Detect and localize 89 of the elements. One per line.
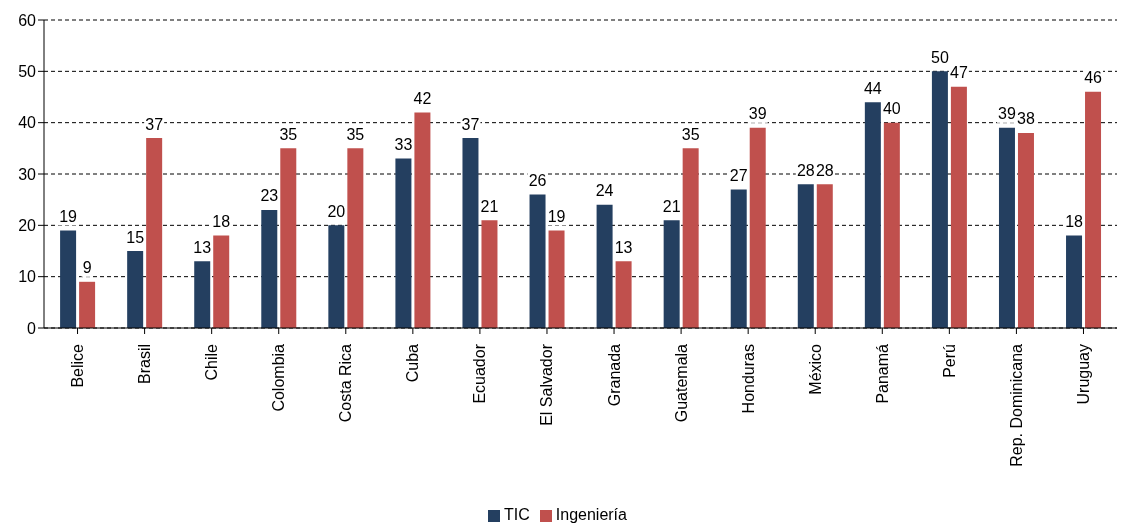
bar xyxy=(213,235,230,328)
bar xyxy=(146,138,163,328)
bar xyxy=(615,261,632,328)
data-label: 37 xyxy=(145,115,164,133)
bar xyxy=(931,71,948,328)
x-tick-label: Cuba xyxy=(404,343,422,383)
bar xyxy=(1085,91,1102,328)
data-label: 19 xyxy=(59,207,78,225)
bar xyxy=(864,102,881,328)
bar xyxy=(548,230,565,328)
data-label: 47 xyxy=(950,64,968,82)
y-tick-label: 30 xyxy=(18,165,37,183)
x-tick-label: Rep. Dominicana xyxy=(1007,343,1025,467)
x-tick-label: El Salvador xyxy=(538,343,556,426)
y-tick-label: 40 xyxy=(18,114,37,132)
bar xyxy=(481,220,498,328)
data-label: 13 xyxy=(614,238,633,256)
data-label: 9 xyxy=(82,259,92,277)
x-tick-label: Panamá xyxy=(873,343,891,404)
x-tick-label: Belice xyxy=(69,343,87,388)
bar xyxy=(950,86,967,328)
x-tick-label: Brasil xyxy=(136,344,154,385)
data-label: 21 xyxy=(662,197,681,215)
bar xyxy=(663,220,680,328)
bar xyxy=(682,148,699,328)
bar xyxy=(79,281,96,328)
y-tick-label: 10 xyxy=(18,268,37,286)
data-label: 38 xyxy=(1017,110,1035,128)
data-label: 19 xyxy=(547,207,566,225)
bar xyxy=(60,230,77,328)
bar xyxy=(529,194,546,328)
legend-label: Ingeniería xyxy=(555,506,627,523)
data-label: 13 xyxy=(193,238,212,256)
bar xyxy=(797,184,814,328)
data-label: 26 xyxy=(528,172,547,190)
bar xyxy=(280,148,297,328)
data-label: 24 xyxy=(595,182,614,200)
data-label: 18 xyxy=(212,213,231,231)
data-label: 18 xyxy=(1065,213,1084,231)
x-tick-label: Costa Rica xyxy=(337,343,355,423)
bar xyxy=(730,189,747,328)
bar xyxy=(347,148,364,328)
data-label: 35 xyxy=(279,125,298,143)
data-label: 21 xyxy=(480,197,499,215)
y-tick-label: 0 xyxy=(27,319,37,337)
data-label: 42 xyxy=(413,89,432,107)
x-tick-label: Perú xyxy=(940,344,958,378)
y-tick-label: 50 xyxy=(18,63,37,81)
x-tick-label: Guatemala xyxy=(672,343,690,423)
data-label: 15 xyxy=(126,228,145,246)
x-tick-label: Honduras xyxy=(739,344,757,414)
data-label: 20 xyxy=(327,202,346,220)
data-label: 39 xyxy=(998,105,1016,123)
bar xyxy=(194,261,211,328)
bar xyxy=(328,225,345,328)
x-tick-label: Granada xyxy=(605,343,623,407)
data-label: 27 xyxy=(729,166,748,184)
bar xyxy=(414,112,431,328)
data-label: 28 xyxy=(796,161,815,179)
x-tick-label: Uruguay xyxy=(1074,344,1092,405)
bar xyxy=(883,122,900,328)
legend-label: TIC xyxy=(504,506,530,523)
y-tick-label: 20 xyxy=(18,217,37,235)
data-label: 39 xyxy=(748,105,767,123)
bar xyxy=(998,127,1015,328)
data-label: 50 xyxy=(931,48,949,66)
data-label: 28 xyxy=(815,161,834,179)
data-label: 44 xyxy=(863,79,882,97)
y-tick-label: 60 xyxy=(18,11,37,29)
bar xyxy=(462,138,479,328)
bar xyxy=(749,127,766,328)
bar xyxy=(261,209,278,328)
data-label: 23 xyxy=(260,187,279,205)
x-tick-label: México xyxy=(806,343,824,395)
x-tick-label: Chile xyxy=(203,343,221,381)
bar xyxy=(395,158,412,328)
bar xyxy=(1017,132,1034,328)
data-label: 37 xyxy=(461,115,480,133)
x-tick-label: Ecuador xyxy=(471,343,489,404)
bar xyxy=(816,184,833,328)
data-label: 35 xyxy=(346,125,365,143)
data-label: 46 xyxy=(1084,69,1103,87)
data-label: 33 xyxy=(394,136,413,154)
data-label: 40 xyxy=(882,100,901,118)
bar xyxy=(1066,235,1083,328)
data-label: 35 xyxy=(681,125,700,143)
bar xyxy=(596,204,613,328)
bar xyxy=(127,251,144,328)
x-tick-label: Colombia xyxy=(270,343,288,412)
